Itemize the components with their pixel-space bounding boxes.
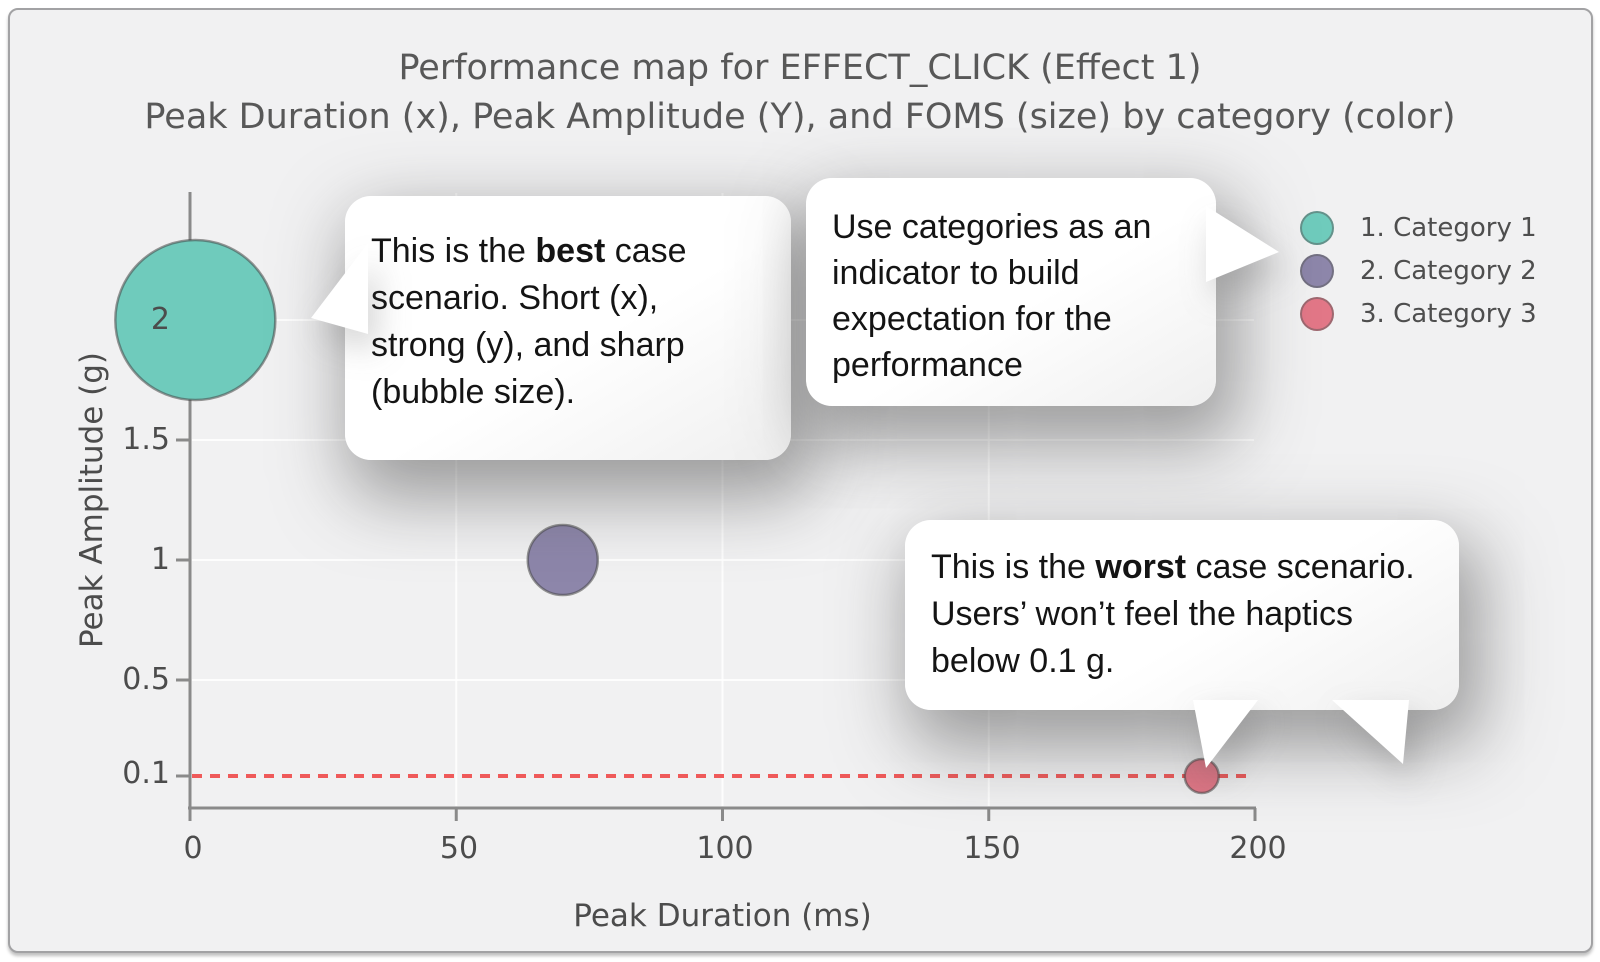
legend-dot-category-1 xyxy=(1300,210,1334,245)
legend-item-category-2: 2. Category 2 xyxy=(1300,249,1537,292)
y-tick-0-1: 0.1 xyxy=(122,756,170,791)
x-axis-title: Peak Duration (ms) xyxy=(573,898,872,934)
x-tick-50: 50 xyxy=(439,831,479,866)
bubble-category-2 xyxy=(526,523,599,597)
y-tick-1-5: 1.5 xyxy=(122,422,170,457)
legend-label-category-2: 2. Category 2 xyxy=(1360,255,1537,286)
legend-dot-category-3 xyxy=(1300,296,1334,331)
y-tick-0-5: 0.5 xyxy=(122,662,170,697)
legend-label-category-1: 1. Category 1 xyxy=(1360,212,1537,243)
x-tick-150: 150 xyxy=(963,831,1021,866)
y-tick-2: 2 xyxy=(150,302,170,337)
callout-worst-bold: worst xyxy=(1095,548,1187,586)
callout-worst-text: This is the xyxy=(931,548,1096,586)
legend: 1. Category 1 2. Category 2 3. Category … xyxy=(1300,206,1537,335)
legend-label-category-3: 3. Category 3 xyxy=(1360,298,1537,329)
callout-categories-text: Use categories as an indicator to build … xyxy=(832,208,1152,384)
callout-categories: Use categories as an indicator to build … xyxy=(806,178,1216,406)
callout-best-text: This is the xyxy=(371,232,536,270)
callout-worst-text-2: case scenario. Users’ won’t feel the hap… xyxy=(931,548,1415,680)
legend-dot-category-2 xyxy=(1300,253,1334,288)
legend-item-category-3: 3. Category 3 xyxy=(1300,292,1537,335)
bubbles xyxy=(114,238,1248,795)
x-tick-100: 100 xyxy=(696,831,754,866)
y-tick-1: 1 xyxy=(150,542,170,577)
bubble-category-1 xyxy=(114,238,277,402)
chart-subtitle: Peak Duration (x), Peak Amplitude (Y), a… xyxy=(144,97,1456,137)
chart-title: Performance map for EFFECT_CLICK (Effect… xyxy=(398,48,1202,88)
callout-best-case: This is the best case scenario. Short (x… xyxy=(345,196,791,460)
x-tick-200: 200 xyxy=(1229,831,1287,866)
y-axis-title: Peak Amplitude (g) xyxy=(74,351,110,649)
legend-item-category-1: 1. Category 1 xyxy=(1300,206,1537,249)
x-tick-0: 0 xyxy=(183,831,203,866)
callout-worst-case: This is the worst case scenario. Users’ … xyxy=(905,520,1459,710)
chart-card-background xyxy=(8,8,1593,953)
callout-best-text-2: case scenario. Short (x), strong (y), an… xyxy=(371,232,687,411)
chart-title-block: Performance map for EFFECT_CLICK (Effect… xyxy=(0,44,1600,142)
callout-best-bold: best xyxy=(535,232,606,270)
bubble-category-3 xyxy=(1183,757,1220,795)
